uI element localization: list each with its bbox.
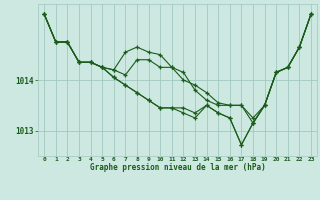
X-axis label: Graphe pression niveau de la mer (hPa): Graphe pression niveau de la mer (hPa) (90, 163, 266, 172)
